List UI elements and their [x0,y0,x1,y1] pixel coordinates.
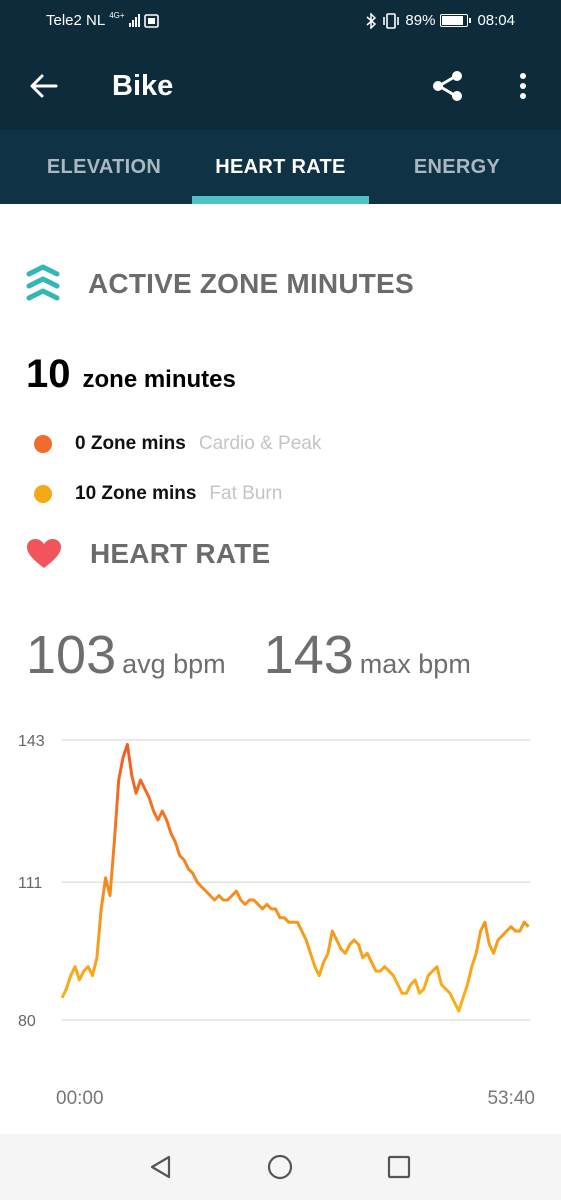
x-end-label: 53:40 [487,1088,535,1109]
azm-header: ACTIVE ZONE MINUTES [26,264,414,304]
system-nav-bar [0,1134,561,1200]
signal-icon [128,14,140,27]
azm-total: 10 zone minutes [26,352,236,397]
heart-rate-stats: 103 avg bpm 143 max bpm [26,624,471,686]
more-vert-icon [520,73,526,99]
status-left: Tele2 NL 4G+ [46,11,160,29]
azm-heading: ACTIVE ZONE MINUTES [88,268,414,299]
x-start-label: 00:00 [56,1088,104,1109]
active-zone-minutes-icon [26,264,60,301]
tab-energy[interactable]: ENERGY [413,155,501,178]
status-bar: Tele2 NL 4G+ 89% 08:04 [0,0,561,42]
cardio-peak-dot [34,435,52,453]
azm-total-unit: zone minutes [82,366,236,393]
zone-type: Cardio & Peak [198,433,322,454]
vibrate-icon [383,12,400,29]
back-triangle-icon [150,1155,171,1179]
heart-rate-line [60,742,530,1013]
zone-row-cardio: 0 Zone mins Cardio & Peak [34,433,321,455]
max-bpm-value: 143 [263,625,354,685]
avg-bpm-value: 103 [26,625,117,685]
zone-mins: 0 Zone mins [75,433,186,454]
status-right: 89% 08:04 [366,12,515,29]
zone-mins: 10 Zone mins [75,483,197,504]
page-title: Bike [112,70,174,102]
arrow-back-icon [30,74,58,98]
heart-rate-heading: HEART RATE [90,538,271,569]
share-button[interactable] [428,66,468,106]
fat-burn-dot [34,485,52,503]
more-options-button[interactable] [506,66,540,106]
avg-bpm-unit: avg bpm [122,649,226,679]
y-tick-label: 111 [18,875,42,892]
max-bpm-unit: max bpm [359,649,471,679]
sim-icon [143,13,159,28]
tab-elevation[interactable]: ELEVATION [46,155,162,178]
home-circle-icon [267,1154,293,1180]
back-button[interactable] [24,64,64,108]
y-tick-label: 80 [18,1013,36,1030]
y-tick-label: 143 [18,733,45,750]
nav-home-button[interactable] [265,1152,295,1182]
app-bar: Bike [0,42,561,130]
battery-percent: 89% [405,12,436,29]
nav-recents-button[interactable] [384,1152,414,1182]
tab-bar: ELEVATION HEART RATE ENERGY [0,130,561,204]
heart-rate-header: HEART RATE [26,538,270,570]
carrier-label: Tele2 NL [46,12,106,29]
recents-square-icon [387,1155,411,1179]
nav-back-button[interactable] [146,1152,176,1182]
bluetooth-icon [366,12,377,29]
network-type: 4G+ [109,11,125,20]
active-tab-indicator [192,196,369,204]
tab-heart-rate[interactable]: HEART RATE [215,155,346,178]
zone-type: Fat Burn [209,483,283,504]
zone-row-fatburn: 10 Zone mins Fat Burn [34,483,282,505]
heart-icon [27,539,61,568]
battery-icon [440,14,472,27]
azm-total-value: 10 [26,352,71,396]
share-icon [433,71,462,101]
heart-rate-chart: 80 111 143 00:00 53:40 [18,733,535,1109]
clock: 08:04 [477,12,515,29]
